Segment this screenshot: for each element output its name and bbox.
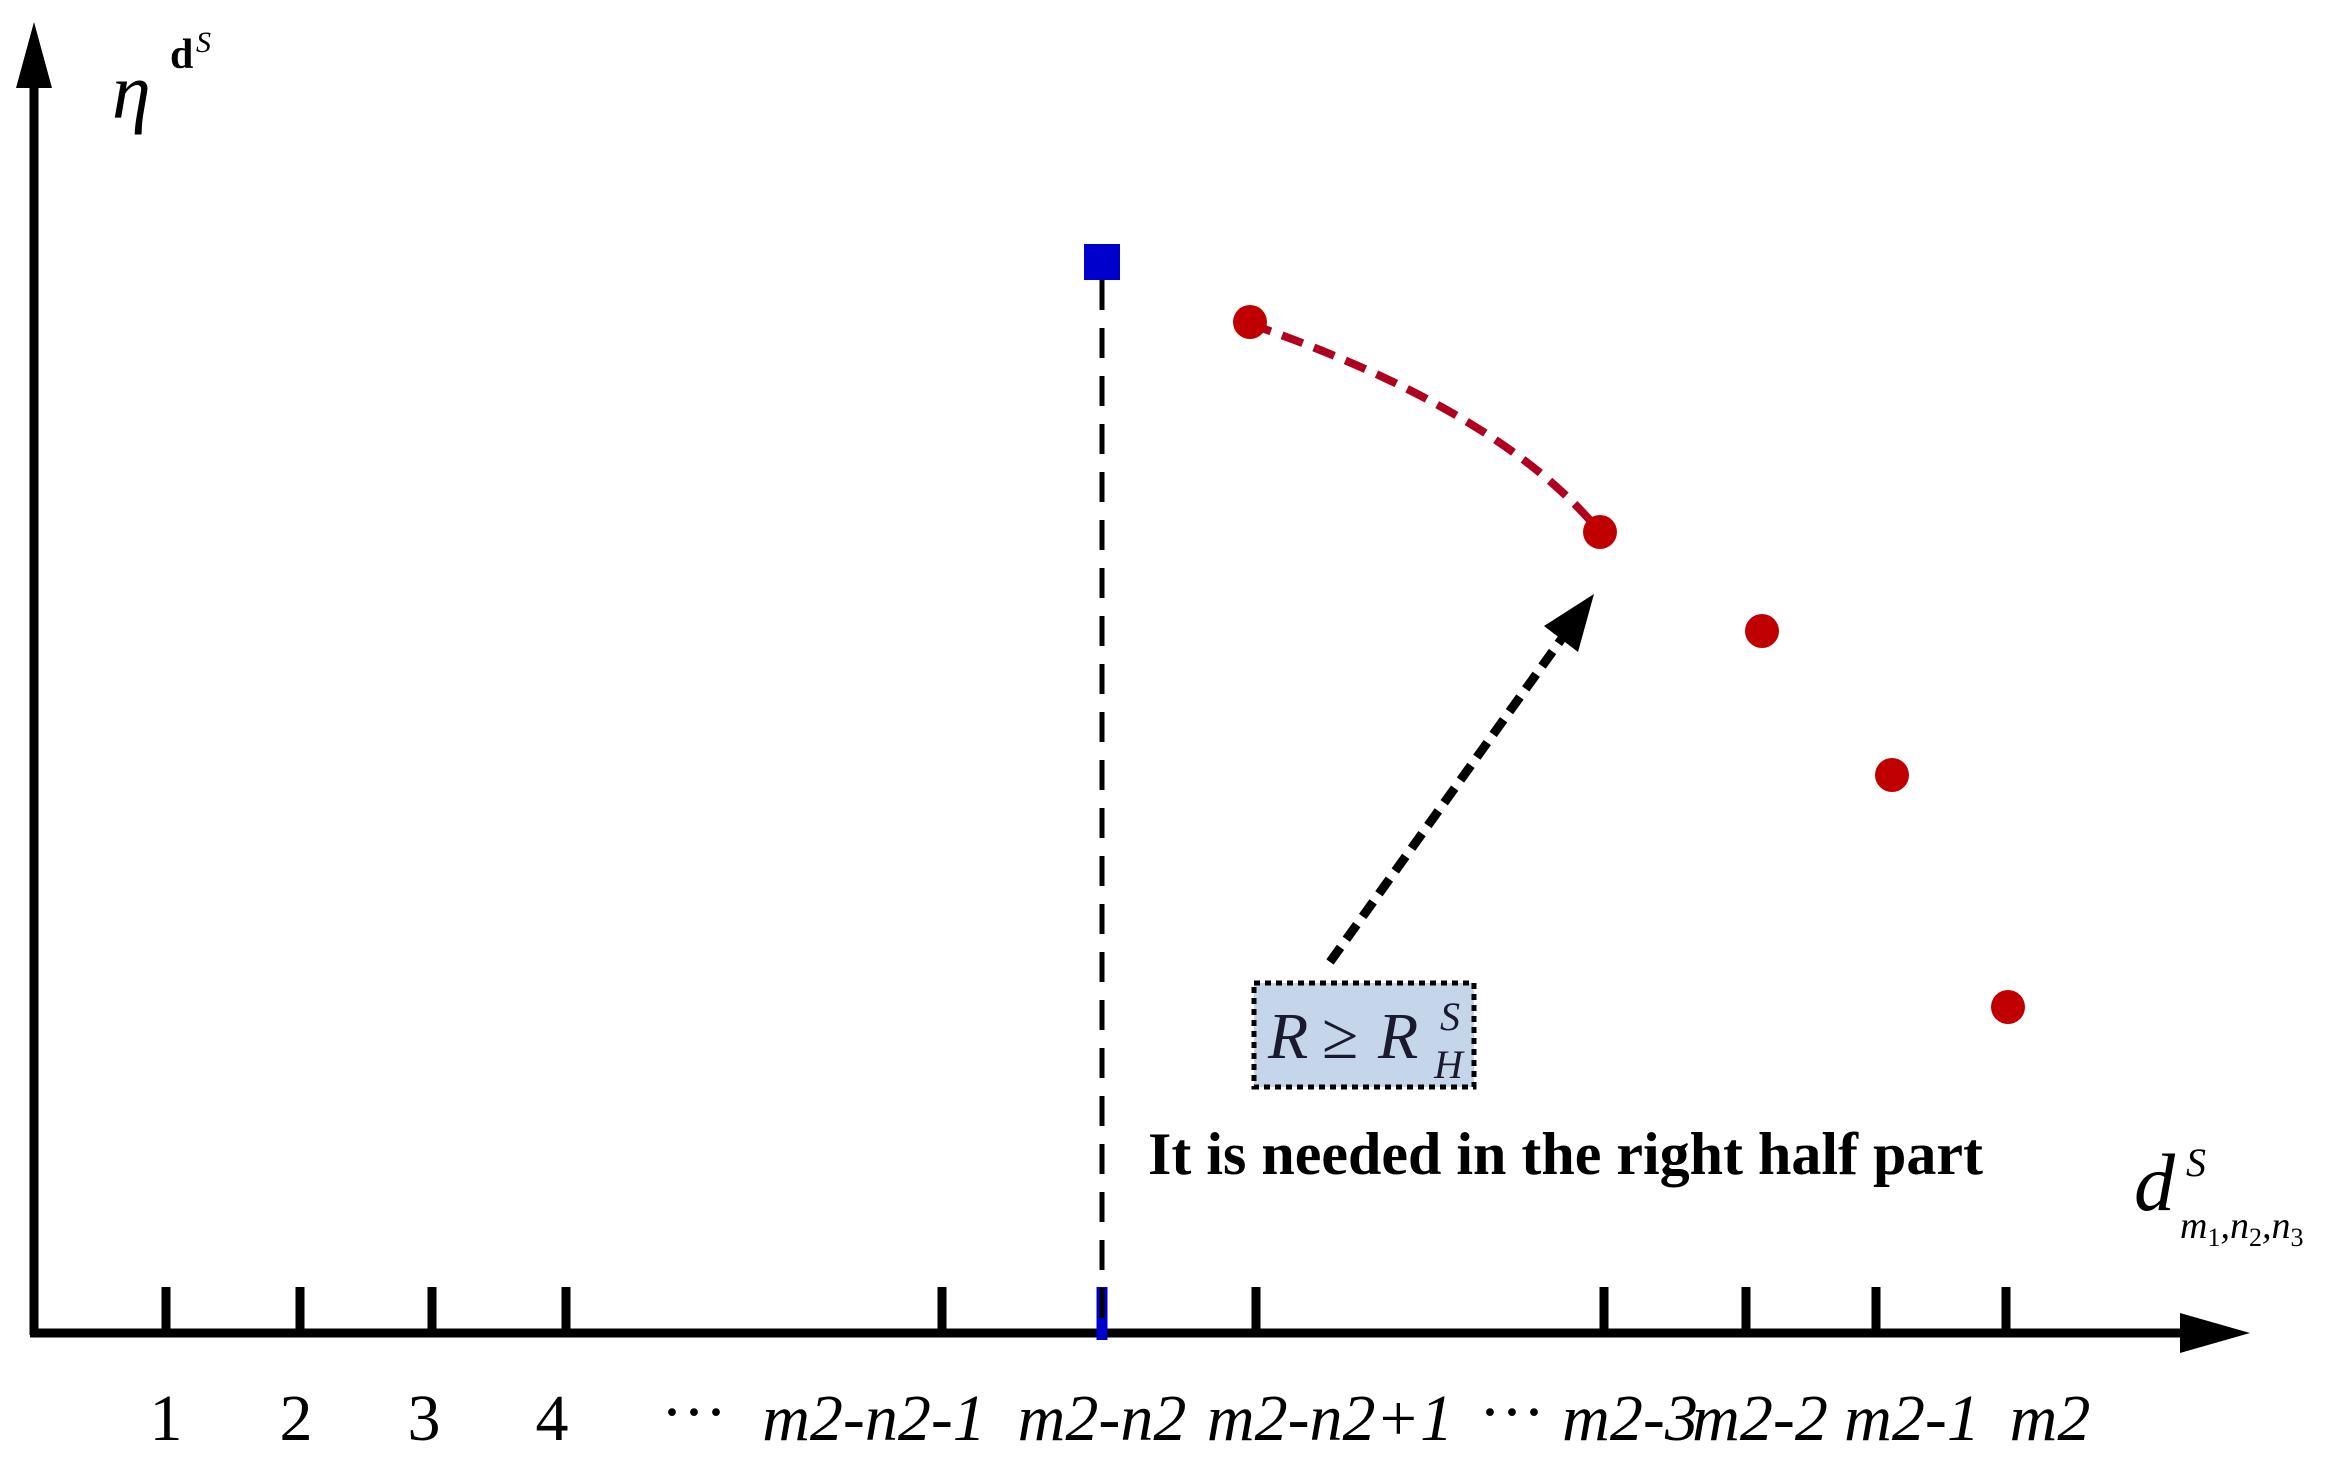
tick-label-m2-n2+1: m2-n2+1 [1207, 1382, 1453, 1455]
annotation-arrowhead [1544, 594, 1594, 652]
tick-label-m2-n2: m2-n2 [1018, 1382, 1187, 1455]
tick-label-m2-n2-1: m2-n2-1 [762, 1382, 986, 1455]
red-point-m2 [1991, 990, 2025, 1024]
x-sub-n2: n [2230, 1205, 2249, 1247]
tick-label-m2-2: m2-2 [1692, 1382, 1828, 1455]
x-sub-sep1: , [2220, 1205, 2230, 1247]
x-sub-sep2: , [2262, 1205, 2272, 1247]
x-axis-label-main: d [2134, 1137, 2176, 1228]
x-sub-2: 2 [2249, 1223, 2262, 1252]
y-axis-label-sup: d [170, 32, 193, 78]
formula-box [1251, 980, 1477, 1090]
tick-label-m2-3: m2-3 [1562, 1382, 1698, 1455]
x-axis-arrowhead [2180, 1313, 2250, 1353]
annotation-arrow-shaft [1326, 627, 1572, 965]
tick-label-1: 1 [150, 1382, 183, 1455]
formula-sub: H [1433, 1042, 1465, 1087]
x-sub-3: 3 [2290, 1223, 2303, 1252]
tick-label-2: 2 [280, 1382, 313, 1455]
tick-label-m2-1: m2-1 [1844, 1382, 1980, 1455]
red-point-m2-n2+1 [1233, 305, 1267, 339]
y-label-eta: η [112, 48, 151, 135]
red-dashed-curve [1248, 320, 1604, 535]
y-axis-arrowhead [16, 22, 52, 88]
formula-op: ≥ [1322, 1000, 1358, 1073]
x-sub-n3: n [2271, 1205, 2290, 1247]
annotation-caption: It is needed in the right half part [1148, 1121, 1983, 1187]
tick-label-4: 4 [536, 1382, 569, 1455]
blue-square-marker [1084, 244, 1120, 280]
x-ticks [161, 1287, 2011, 1333]
formula-sup: S [1440, 994, 1460, 1039]
x-sub-m: m [2180, 1205, 2207, 1247]
x-sub-1: 1 [2207, 1223, 2220, 1252]
x-axis-label-sub: m1,n2,n3 [2180, 1205, 2303, 1252]
y-axis-label: η [112, 48, 151, 135]
tick-label-ellipsis-1: ··· [661, 1376, 727, 1449]
red-point-m2-1 [1875, 758, 1909, 792]
x-axis-label-sup: S [2186, 1140, 2206, 1185]
tick-label-m2: m2 [2010, 1382, 2091, 1455]
tick-label-3: 3 [408, 1382, 441, 1455]
tick-label-ellipsis-2: ··· [1479, 1376, 1545, 1449]
formula-rhs: R [1377, 1000, 1418, 1073]
red-point-m2-2 [1745, 614, 1779, 648]
red-point-m2-3 [1583, 515, 1617, 549]
formula-lhs: R [1267, 1000, 1308, 1073]
y-axis-label-sup2: S [196, 26, 211, 59]
